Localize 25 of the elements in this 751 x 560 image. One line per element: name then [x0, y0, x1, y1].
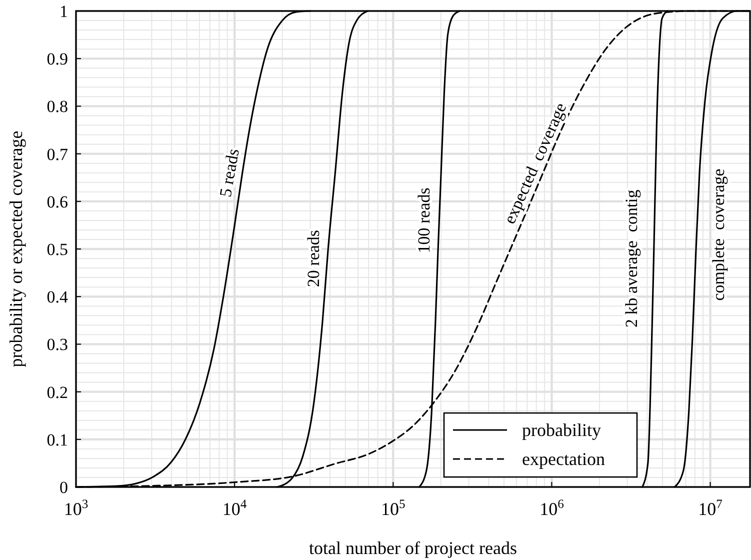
- y-tick-label: 0: [60, 478, 68, 496]
- text: complete coverage: [709, 168, 728, 301]
- x-axis-title: total number of project reads: [309, 538, 517, 558]
- x-tick-label: 10$^{6}$: [540, 497, 564, 519]
- text: 2 kb average contig: [622, 189, 642, 328]
- y-tick-label: 0.3: [46, 334, 68, 354]
- x-tick-label: 10$^{3}$: [64, 497, 88, 519]
- y-tick-label: 0.7: [46, 144, 68, 164]
- annotation: expectation: [522, 449, 605, 469]
- y-tick-label: 0.6: [46, 192, 68, 211]
- y-tick-label: 0.9: [46, 49, 68, 68]
- y-tick-label: 1: [60, 2, 68, 20]
- annotation: probability: [522, 420, 601, 440]
- text: 5 reads: [216, 147, 243, 198]
- x-tick-label: 10$^{5}$: [380, 497, 406, 519]
- y-tick-label: 0.4: [46, 287, 68, 306]
- x-tick-label: 10$^{7}$: [698, 497, 722, 519]
- y-axis-title: probability or expected coverage: [6, 130, 26, 368]
- x-tick-label: 10$^{4}$: [222, 497, 248, 519]
- y-tick-label: 0.1: [46, 430, 68, 449]
- y-tick-label: 0.5: [46, 240, 68, 258]
- text: 100 reads: [414, 188, 434, 254]
- y-tick-label: 0.2: [46, 382, 68, 402]
- y-tick-label: 0.8: [46, 96, 68, 116]
- text: 20 reads: [304, 230, 323, 288]
